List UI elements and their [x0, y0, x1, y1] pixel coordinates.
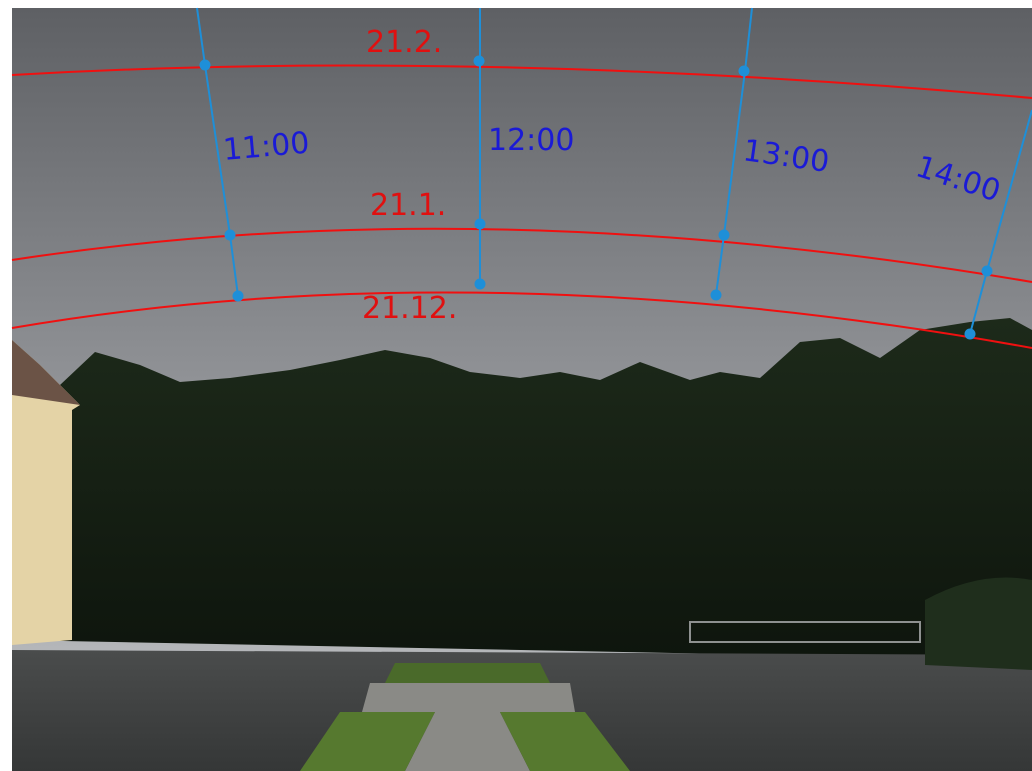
- dot: [718, 229, 730, 241]
- dot: [981, 265, 993, 277]
- grass-island: [385, 663, 550, 683]
- hour-line: [715, 7, 753, 296]
- dot: [738, 65, 750, 77]
- dot: [224, 229, 236, 241]
- date-curve: [11, 291, 1032, 349]
- lawn-left: [300, 712, 435, 771]
- bush: [925, 577, 1032, 670]
- hour-label: 11:00: [222, 126, 311, 168]
- dot: [232, 290, 244, 302]
- dot: [474, 218, 486, 230]
- dot: [474, 278, 486, 290]
- forest: [12, 318, 1032, 660]
- railing: [689, 621, 921, 643]
- lawn-right: [500, 712, 630, 771]
- roof: [12, 340, 80, 405]
- dot: [964, 328, 976, 340]
- landscape: [12, 8, 1032, 771]
- dot: [473, 55, 485, 67]
- building: [12, 340, 80, 645]
- hour-label: 12:00: [488, 123, 574, 158]
- date-curve: [11, 64, 1032, 99]
- dot: [710, 289, 722, 301]
- dot: [199, 59, 211, 71]
- date-label: 21.1.: [370, 188, 446, 223]
- paving: [362, 683, 575, 771]
- date-label: 21.12.: [362, 291, 457, 326]
- date-label: 21.2.: [366, 25, 442, 60]
- intersections: [199, 55, 993, 340]
- date-curve: [11, 227, 1032, 283]
- hour-line: [196, 7, 239, 297]
